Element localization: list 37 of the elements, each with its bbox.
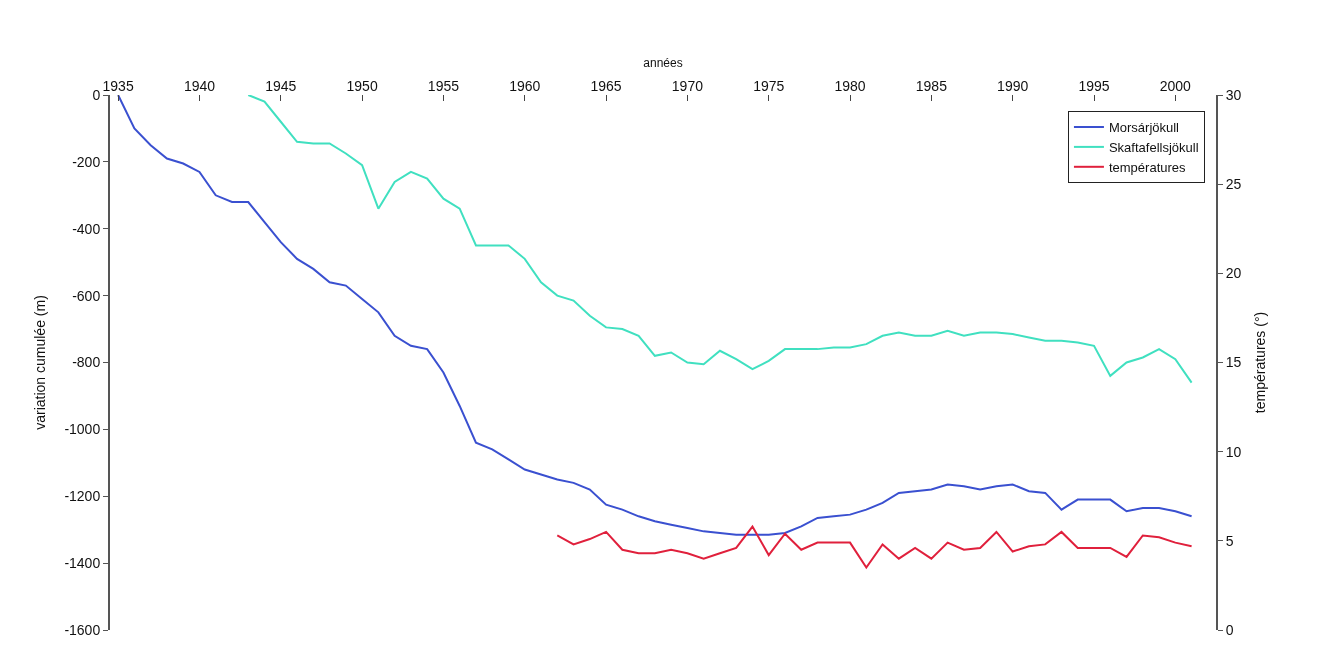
line-series [556, 525, 1193, 569]
x-tick-label: 1970 [671, 78, 704, 95]
x-tick-label: 1940 [183, 78, 216, 95]
y-tick-label: -600 [72, 287, 101, 304]
y-tick-label: -1400 [64, 555, 101, 572]
y2-tick-label: 0 [1225, 621, 1234, 638]
y-tick-label: -1000 [64, 421, 101, 438]
y-tick-label: -1600 [64, 621, 101, 638]
x-tick-label: 1985 [915, 78, 948, 95]
x-tick-label: 1980 [834, 78, 866, 95]
legend-label: Morsárjökull [1108, 120, 1180, 136]
y-tick-label: 0 [92, 86, 101, 103]
x-tick-label: 1975 [753, 78, 785, 95]
y2-tick-label: 5 [1225, 532, 1234, 549]
y2-tick-label: 10 [1225, 443, 1242, 460]
x-tick-label: 2000 [1159, 78, 1192, 95]
x-tick-label: 1995 [1078, 78, 1110, 95]
x-tick-label: 1990 [997, 78, 1029, 95]
y2-tick-label: 20 [1225, 265, 1242, 282]
y2-tick-label: 15 [1225, 354, 1242, 371]
x-tick-label: 1950 [346, 78, 378, 95]
y2-axis-title: températures (°) [1252, 311, 1269, 414]
y-tick-label: -200 [72, 153, 101, 170]
y2-tick-label: 30 [1225, 86, 1242, 103]
x-tick-label: 1955 [427, 78, 460, 95]
x-tick-label: 1945 [265, 78, 297, 95]
x-tick-label: 1935 [102, 78, 134, 95]
legend-label: Skaftafellsjökull [1108, 139, 1199, 155]
x-tick-label: 1960 [509, 78, 541, 95]
x-axis-title: années [643, 55, 683, 70]
y-tick-label: -800 [72, 354, 101, 371]
legend-label: températures [1108, 159, 1187, 175]
y-tick-label: -400 [72, 220, 101, 237]
y-tick-label: -1200 [64, 488, 101, 505]
y2-tick-label: 25 [1225, 176, 1242, 193]
y-axis-title: variation cumulée (m) [32, 295, 49, 430]
x-tick-label: 1965 [590, 78, 622, 95]
